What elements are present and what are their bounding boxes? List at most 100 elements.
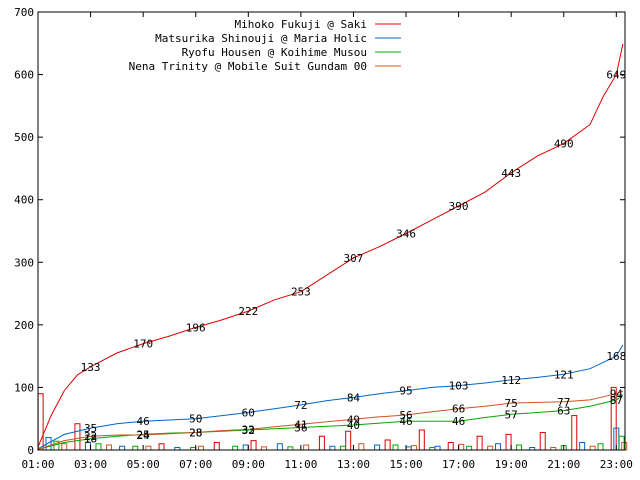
data-label: 75: [505, 397, 518, 410]
data-label: 25: [137, 428, 150, 441]
data-label: 56: [399, 409, 412, 422]
y-tick-label: 200: [14, 319, 34, 332]
bar: [213, 441, 220, 451]
bar: [571, 415, 578, 451]
data-label: 28: [189, 426, 202, 439]
data-label: 103: [449, 380, 469, 393]
y-tick-label: 600: [14, 69, 34, 82]
legend-label: Matsurika Shinouji @ Maria Holic: [155, 32, 367, 45]
bar: [392, 444, 399, 451]
x-tick-label: 07:00: [179, 458, 212, 471]
y-tick-label: 400: [14, 194, 34, 207]
data-label: 35: [84, 422, 97, 435]
bar: [74, 423, 81, 451]
series-line: [37, 344, 624, 450]
x-tick-label: 19:00: [495, 458, 528, 471]
data-label: 95: [399, 385, 412, 398]
y-tick-label: 300: [14, 256, 34, 269]
data-label: 133: [81, 361, 101, 374]
x-tick-label: 05:00: [127, 458, 160, 471]
bar: [250, 440, 257, 451]
data-label: 121: [554, 368, 574, 381]
data-label: 253: [291, 286, 311, 299]
data-label: 63: [557, 405, 570, 418]
data-label: 36: [294, 421, 307, 434]
data-label: 196: [186, 321, 206, 334]
y-tick-label: 500: [14, 131, 34, 144]
bar: [476, 435, 483, 451]
data-label: 346: [396, 228, 416, 241]
data-label: 72: [294, 399, 307, 412]
legend-label: Mihoko Fukuji @ Saki: [235, 18, 367, 31]
value-labels: 133 170 196 222 253 307 346 390 443 490 649 35 46 50 6…: [81, 69, 627, 446]
data-label: 87: [610, 394, 623, 407]
bar: [145, 445, 152, 451]
bar: [329, 445, 336, 451]
bar: [158, 443, 165, 451]
data-label: 66: [452, 403, 465, 416]
x-tick-label: 11:00: [284, 458, 317, 471]
data-label: 490: [554, 137, 574, 150]
bar: [487, 445, 494, 451]
bar: [418, 429, 425, 451]
data-label: 60: [242, 406, 255, 419]
bar: [339, 445, 346, 451]
x-tick-label: 15:00: [389, 458, 422, 471]
series-line: [37, 43, 624, 448]
data-label: 33: [242, 423, 255, 436]
data-label: 94: [610, 388, 624, 401]
data-label: 168: [606, 350, 626, 363]
legend-label: Nena Trinity @ Mobile Suit Gundam 00: [129, 60, 367, 73]
bar: [61, 443, 68, 451]
data-label: 49: [347, 413, 360, 426]
x-tick-label: 23:00: [600, 458, 633, 471]
data-label: 649: [606, 69, 626, 82]
bar: [434, 445, 441, 451]
bar: [589, 445, 596, 451]
data-label: 84: [347, 391, 361, 404]
bar: [505, 433, 512, 451]
y-tick-label: 700: [14, 6, 34, 19]
data-label: 22: [84, 430, 97, 443]
x-tick-label: 01:00: [21, 458, 54, 471]
series-line: [37, 395, 624, 450]
x-tick-label: 13:00: [337, 458, 370, 471]
bar: [458, 443, 465, 451]
bar: [242, 444, 249, 451]
bar: [197, 445, 204, 451]
bar: [539, 431, 546, 451]
data-label: 41: [294, 418, 307, 431]
data-label: 40: [347, 419, 360, 432]
bar: [132, 445, 139, 451]
series-lines: [37, 43, 624, 450]
x-tick-label: 21:00: [547, 458, 580, 471]
y-tick-label: 100: [14, 381, 34, 394]
bar: [447, 441, 454, 451]
data-label: 307: [344, 252, 364, 265]
bar: [303, 444, 310, 451]
bar: [318, 435, 325, 451]
data-label: 28: [189, 426, 202, 439]
bar: [495, 443, 502, 451]
data-label: 443: [501, 167, 521, 180]
bar: [516, 444, 523, 451]
data-label: 46: [452, 415, 465, 428]
x-tick-label: 03:00: [74, 458, 107, 471]
data-label: 46: [137, 415, 150, 428]
bar: [345, 430, 352, 451]
bar: [466, 445, 473, 451]
x-tick-label: 17:00: [442, 458, 475, 471]
legend-label: Ryofu Housen @ Koihime Musou: [182, 46, 367, 59]
data-label: 77: [557, 396, 570, 409]
bar: [119, 445, 126, 451]
data-label: 222: [238, 305, 258, 318]
data-label: 50: [189, 413, 202, 426]
bar: [232, 445, 239, 451]
plot-frame: [37, 11, 626, 451]
data-label: 170: [133, 338, 153, 351]
y-tick-label: 0: [27, 444, 34, 457]
data-label: 18: [84, 433, 97, 446]
bar: [579, 441, 586, 451]
